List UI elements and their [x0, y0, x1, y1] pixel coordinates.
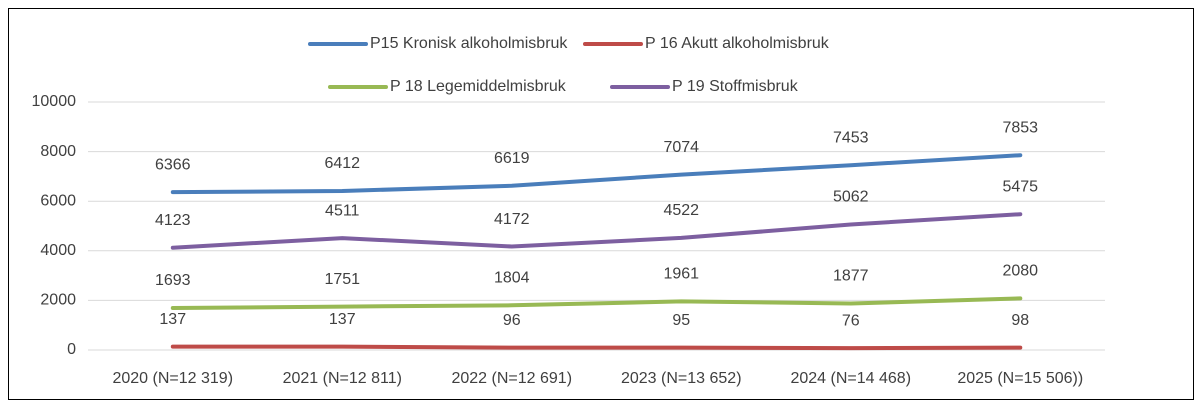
data-label: 4123	[155, 212, 191, 229]
y-tick-label: 6000	[40, 192, 76, 209]
data-label: 4522	[663, 202, 699, 219]
data-label: 137	[159, 311, 186, 328]
y-tick-label: 0	[67, 341, 76, 358]
y-tick-label: 2000	[40, 292, 76, 309]
data-label: 6412	[324, 155, 360, 172]
series-line	[170, 296, 1023, 310]
y-tick-label: 8000	[40, 143, 76, 160]
data-label: 6619	[494, 150, 530, 167]
data-label: 4511	[325, 202, 360, 219]
data-label: 7074	[663, 139, 699, 156]
chart-border	[8, 8, 1194, 400]
data-label: 1804	[494, 269, 530, 286]
data-label: 4172	[494, 211, 530, 228]
data-label: 5062	[833, 189, 869, 206]
data-label: 96	[503, 312, 521, 329]
data-label: 1693	[155, 272, 191, 289]
data-label: 2080	[1002, 263, 1038, 280]
series-line	[170, 344, 1023, 351]
y-tick-label: 10000	[32, 93, 77, 110]
data-label: 7453	[833, 129, 869, 146]
y-tick-label: 4000	[40, 242, 76, 259]
data-label: 95	[672, 312, 690, 329]
data-label: 7853	[1002, 119, 1038, 136]
legend-label: P 19 Stoffmisbruk	[672, 78, 799, 95]
series-line	[170, 212, 1023, 250]
data-label: 1751	[324, 271, 360, 288]
x-tick-label: 2020 (N=12 319)	[112, 370, 233, 387]
x-tick-label: 2023 (N=13 652)	[621, 370, 742, 387]
data-label: 137	[329, 311, 356, 328]
x-tick-label: 2022 (N=12 691)	[451, 370, 572, 387]
legend-label: P 16 Akutt alkoholmisbruk	[645, 35, 830, 52]
data-label: 1877	[833, 268, 869, 285]
legend-label: P15 Kronisk alkoholmisbruk	[370, 35, 568, 52]
data-label: 98	[1011, 312, 1029, 329]
x-tick-label: 2025 (N=15 506))	[957, 370, 1083, 387]
data-label: 1961	[663, 266, 699, 283]
data-label: 6366	[155, 156, 191, 173]
data-label: 76	[842, 312, 860, 329]
x-tick-label: 2021 (N=12 811)	[283, 370, 402, 387]
legend-label: P 18 Legemiddelmisbruk	[390, 78, 567, 95]
x-tick-label: 2024 (N=14 468)	[790, 370, 911, 387]
data-label: 5475	[1002, 178, 1038, 195]
series-line	[170, 153, 1023, 195]
